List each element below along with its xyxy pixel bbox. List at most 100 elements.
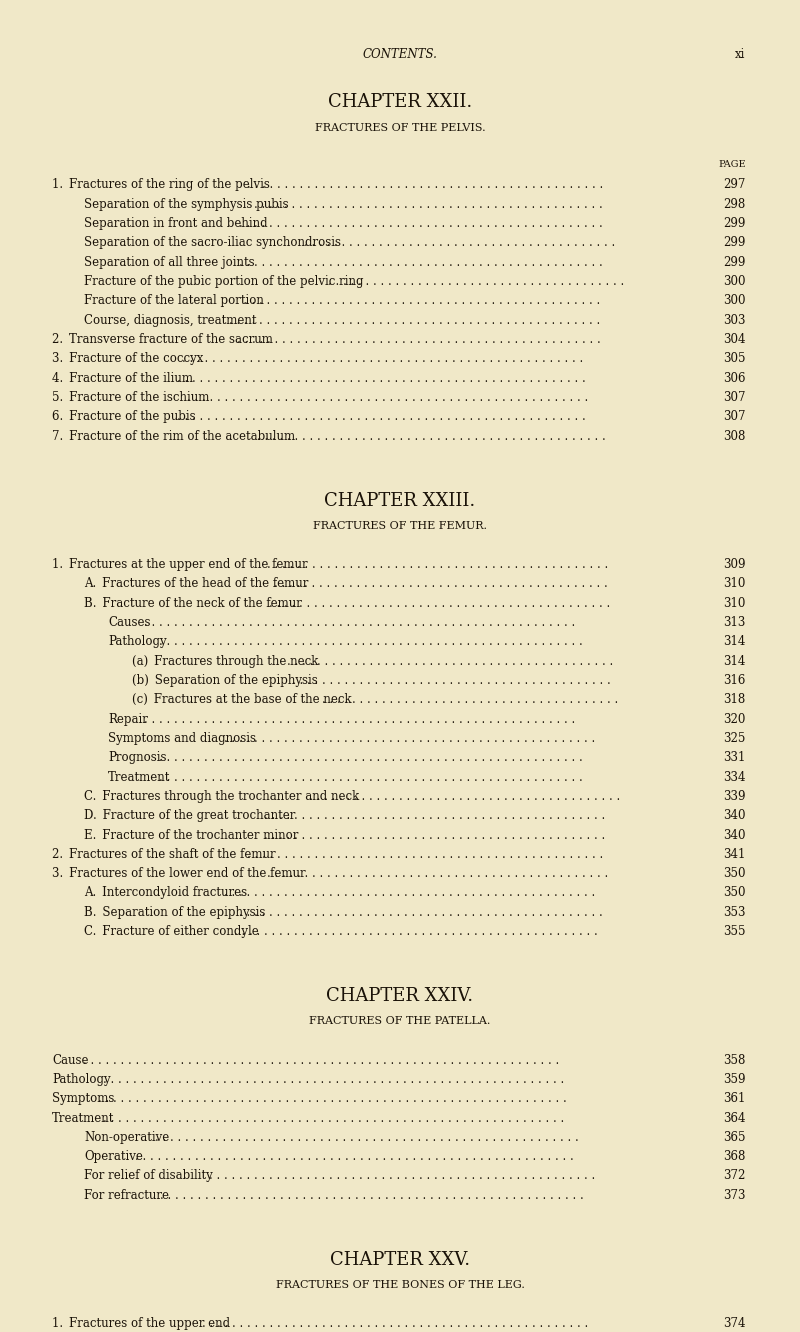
- Text: 305: 305: [723, 352, 746, 365]
- Text: 1. Fractures of the upper end: 1. Fractures of the upper end: [52, 1317, 230, 1331]
- Text: 310: 310: [723, 597, 746, 610]
- Text: 320: 320: [723, 713, 746, 726]
- Text: . . . . . . . . . . . . . . . . . . . . . . . . . . . . . . . . . . . . . . . . : . . . . . . . . . . . . . . . . . . . . …: [103, 1072, 568, 1086]
- Text: . . . . . . . . . . . . . . . . . . . . . . . . . . . . . . . . . . . . . . . . : . . . . . . . . . . . . . . . . . . . . …: [135, 1150, 578, 1163]
- Text: 368: 368: [723, 1150, 746, 1163]
- Text: . . . . . . . . . . . . . . . . . . . . . . . . . . . . . . . . . . . . . . . . : . . . . . . . . . . . . . . . . . . . . …: [98, 1092, 570, 1106]
- Text: . . . . . . . . . . . . . . . . . . . . . . . . . . . . . . . . . . . . . . . . : . . . . . . . . . . . . . . . . . . . . …: [210, 1169, 599, 1183]
- Text: B. Separation of the epiphysis: B. Separation of the epiphysis: [84, 906, 266, 919]
- Text: A. Intercondyloid fractures: A. Intercondyloid fractures: [84, 886, 247, 899]
- Text: . . . . . . . . . . . . . . . . . . . . . . . . . . . . . . . . . . . . . . . . : . . . . . . . . . . . . . . . . . . . . …: [230, 313, 604, 326]
- Text: (c) Fractures at the base of the neck: (c) Fractures at the base of the neck: [132, 693, 352, 706]
- Text: . . . . . . . . . . . . . . . . . . . . . . . . . . . . . . . . . . . . . . . .: . . . . . . . . . . . . . . . . . . . . …: [322, 693, 622, 706]
- Text: 306: 306: [723, 372, 746, 385]
- Text: 353: 353: [723, 906, 746, 919]
- Text: C. Fracture of either condyle: C. Fracture of either condyle: [84, 924, 258, 938]
- Text: . . . . . . . . . . . . . . . . . . . . . . . . . . . . . . . . . . . . . . . . : . . . . . . . . . . . . . . . . . . . . …: [187, 390, 592, 404]
- Text: 318: 318: [723, 693, 746, 706]
- Text: CHAPTER XXIV.: CHAPTER XXIV.: [326, 987, 474, 1006]
- Text: . . . . . . . . . . . . . . . . . . . . . . . . . . . . . . . . . . . . . . . . : . . . . . . . . . . . . . . . . . . . . …: [182, 352, 587, 365]
- Text: CHAPTER XXII.: CHAPTER XXII.: [328, 93, 472, 112]
- Text: 307: 307: [723, 410, 746, 424]
- Text: . . . . . . . . . . . . . . . . . . . . . . . . . . . . . . . . . . . . . . . . : . . . . . . . . . . . . . . . . . . . . …: [159, 635, 586, 649]
- Text: . . . . . . . . . . . . . . . . . . . . . . . . . . . . . . . . . . . . . . . . : . . . . . . . . . . . . . . . . . . . . …: [103, 1111, 568, 1124]
- Text: E. Fracture of the trochanter minor: E. Fracture of the trochanter minor: [84, 829, 298, 842]
- Text: Course, diagnosis, treatment: Course, diagnosis, treatment: [84, 313, 257, 326]
- Text: 3. Fractures of the lower end of the femur: 3. Fractures of the lower end of the fem…: [52, 867, 306, 880]
- Text: Fracture of the pubic portion of the pelvic ring: Fracture of the pubic portion of the pel…: [84, 274, 363, 288]
- Text: Non-operative: Non-operative: [84, 1131, 170, 1144]
- Text: Symptoms: Symptoms: [52, 1092, 114, 1106]
- Text: . . . . . . . . . . . . . . . . . . . . . . . . . . . . . . . . . . . . . . . . : . . . . . . . . . . . . . . . . . . . . …: [309, 790, 624, 803]
- Text: 373: 373: [723, 1188, 746, 1201]
- Text: . . . . . . . . . . . . . . . . . . . . . . . . . . . . . . . . . . . . . . . . : . . . . . . . . . . . . . . . . . . . . …: [247, 847, 607, 860]
- Text: . . . . . . . . . . . . . . . . . . . . . . . . . . . . . . . . . . . . . . . . : . . . . . . . . . . . . . . . . . . . . …: [287, 654, 618, 667]
- Text: Pathology: Pathology: [52, 1072, 110, 1086]
- Text: Fracture of the lateral portion: Fracture of the lateral portion: [84, 294, 264, 308]
- Text: Treatment: Treatment: [52, 1111, 114, 1124]
- Text: 365: 365: [723, 1131, 746, 1144]
- Text: 325: 325: [723, 731, 746, 745]
- Text: Prognosis: Prognosis: [108, 751, 166, 765]
- Text: 300: 300: [723, 274, 746, 288]
- Text: 310: 310: [723, 577, 746, 590]
- Text: FRACTURES OF THE PELVIS.: FRACTURES OF THE PELVIS.: [314, 123, 486, 133]
- Text: 309: 309: [723, 558, 746, 571]
- Text: . . . . . . . . . . . . . . . . . . . . . . . . . . . . . . . . . . . . . . . . : . . . . . . . . . . . . . . . . . . . . …: [224, 886, 599, 899]
- Text: . . . . . . . . . . . . . . . . . . . . . . . . . . . . . . . . . . . . . . . . : . . . . . . . . . . . . . . . . . . . . …: [239, 906, 606, 919]
- Text: CONTENTS.: CONTENTS.: [362, 48, 438, 61]
- Text: (a) Fractures through the neck: (a) Fractures through the neck: [132, 654, 318, 667]
- Text: 3. Fracture of the coccyx: 3. Fracture of the coccyx: [52, 352, 203, 365]
- Text: Cause: Cause: [52, 1054, 89, 1067]
- Text: 314: 314: [723, 635, 746, 649]
- Text: . . . . . . . . . . . . . . . . . . . . . . . . . . . . . . . . . . . . . . . . : . . . . . . . . . . . . . . . . . . . . …: [254, 197, 606, 210]
- Text: 316: 316: [723, 674, 746, 687]
- Text: . . . . . . . . . . . . . . . . . . . . . . . . . . . . . . . . . . . . . . . . : . . . . . . . . . . . . . . . . . . . . …: [257, 429, 610, 442]
- Text: 299: 299: [723, 217, 746, 230]
- Text: Separation in front and behind: Separation in front and behind: [84, 217, 268, 230]
- Text: 6. Fracture of the pubis: 6. Fracture of the pubis: [52, 410, 196, 424]
- Text: 372: 372: [723, 1169, 746, 1183]
- Text: 331: 331: [723, 751, 746, 765]
- Text: . . . . . . . . . . . . . . . . . . . . . . . . . . . . . . . . . . . . . . . . : . . . . . . . . . . . . . . . . . . . . …: [244, 294, 604, 308]
- Text: 340: 340: [723, 809, 746, 822]
- Text: 7. Fracture of the rim of the acetabulum: 7. Fracture of the rim of the acetabulum: [52, 429, 295, 442]
- Text: . . . . . . . . . . . . . . . . . . . . . . . . . . . . . . . . . . . . . . . . : . . . . . . . . . . . . . . . . . . . . …: [155, 1131, 582, 1144]
- Text: . . . . . . . . . . . . . . . . . . . . . . . . . . . . . . . . . . . . . . . . : . . . . . . . . . . . . . . . . . . . . …: [274, 577, 611, 590]
- Text: 303: 303: [723, 313, 746, 326]
- Text: Treatment: Treatment: [108, 770, 170, 783]
- Text: . . . . . . . . . . . . . . . . . . . . . . . . . . . . . . . . . . . . . . . . : . . . . . . . . . . . . . . . . . . . . …: [247, 178, 607, 192]
- Text: . . . . . . . . . . . . . . . . . . . . . . . . . . . . . . . . . . . . . . . . : . . . . . . . . . . . . . . . . . . . . …: [202, 1317, 592, 1331]
- Text: FRACTURES OF THE PATELLA.: FRACTURES OF THE PATELLA.: [310, 1016, 490, 1027]
- Text: For relief of disability: For relief of disability: [84, 1169, 213, 1183]
- Text: 350: 350: [723, 867, 746, 880]
- Text: . . . . . . . . . . . . . . . . . . . . . . . . . . . . . . . . . . . . . . . . : . . . . . . . . . . . . . . . . . . . . …: [160, 1188, 587, 1201]
- Text: . . . . . . . . . . . . . . . . . . . . . . . . . . . . . . . . . . . . . . . . : . . . . . . . . . . . . . . . . . . . . …: [292, 674, 614, 687]
- Text: A. Fractures of the head of the femur: A. Fractures of the head of the femur: [84, 577, 308, 590]
- Text: PAGE: PAGE: [718, 160, 746, 169]
- Text: 1. Fractures at the upper end of the femur: 1. Fractures at the upper end of the fem…: [52, 558, 308, 571]
- Text: CHAPTER XXV.: CHAPTER XXV.: [330, 1251, 470, 1269]
- Text: . . . . . . . . . . . . . . . . . . . . . . . . . . . . . . . . . . . . . . . . : . . . . . . . . . . . . . . . . . . . . …: [178, 410, 590, 424]
- Text: . . . . . . . . . . . . . . . . . . . . . . . . . . . . . . . . . . . . . . . . : . . . . . . . . . . . . . . . . . . . . …: [159, 770, 586, 783]
- Text: 374: 374: [723, 1317, 746, 1331]
- Text: 358: 358: [723, 1054, 746, 1067]
- Text: . . . . . . . . . . . . . . . . . . . . . . . . . . . . . . . . . . . . . . . . : . . . . . . . . . . . . . . . . . . . . …: [83, 1054, 563, 1067]
- Text: 361: 361: [723, 1092, 746, 1106]
- Text: Separation of the symphysis pubis: Separation of the symphysis pubis: [84, 197, 289, 210]
- Text: 350: 350: [723, 886, 746, 899]
- Text: Operative: Operative: [84, 1150, 143, 1163]
- Text: 341: 341: [723, 847, 746, 860]
- Text: . . . . . . . . . . . . . . . . . . . . . . . . . . . . . . . . . . . . . . . . : . . . . . . . . . . . . . . . . . . . . …: [234, 924, 602, 938]
- Text: Separation of the sacro-iliac synchondrosis: Separation of the sacro-iliac synchondro…: [84, 236, 341, 249]
- Text: 364: 364: [723, 1111, 746, 1124]
- Text: . . . . . . . . . . . . . . . . . . . . . . . . . . . . . . . . . . . . . . . . : . . . . . . . . . . . . . . . . . . . . …: [178, 372, 590, 385]
- Text: 2. Fractures of the shaft of the femur: 2. Fractures of the shaft of the femur: [52, 847, 276, 860]
- Text: (b) Separation of the epiphysis: (b) Separation of the epiphysis: [132, 674, 318, 687]
- Text: Pathology: Pathology: [108, 635, 166, 649]
- Text: . . . . . . . . . . . . . . . . . . . . . . . . . . . . . . . . . . . . . . . . : . . . . . . . . . . . . . . . . . . . . …: [144, 713, 579, 726]
- Text: 355: 355: [723, 924, 746, 938]
- Text: B. Fracture of the neck of the femur: B. Fracture of the neck of the femur: [84, 597, 302, 610]
- Text: 334: 334: [723, 770, 746, 783]
- Text: . . . . . . . . . . . . . . . . . . . . . . . . . . . . . . . . . . . . . . . . : . . . . . . . . . . . . . . . . . . . . …: [269, 597, 614, 610]
